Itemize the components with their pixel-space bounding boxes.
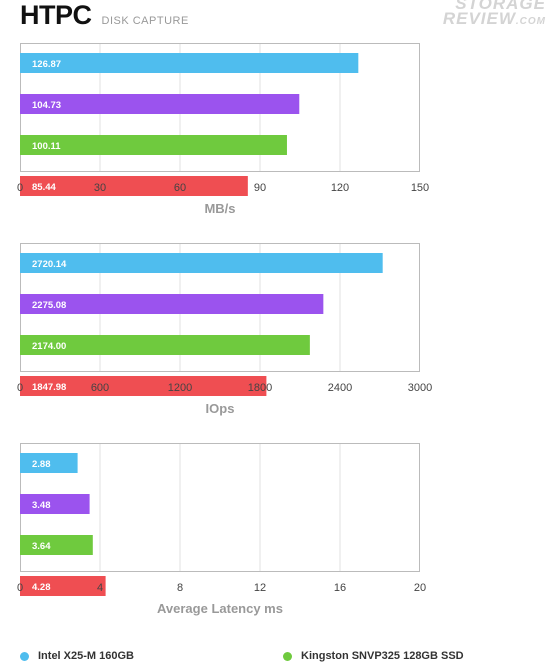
tick-label: 0 xyxy=(17,182,23,194)
bar-value-label: 3.48 xyxy=(32,500,51,511)
tick-label: 2400 xyxy=(328,382,352,394)
legend-item-intel: Intel X25-M 160GB xyxy=(20,650,134,662)
page-title: HTPC xyxy=(20,0,92,30)
bar xyxy=(20,453,78,473)
bar xyxy=(20,94,300,114)
watermark-line2: REVIEW xyxy=(442,9,516,28)
tick-label: 1200 xyxy=(168,382,192,394)
tick-label: 30 xyxy=(94,182,106,194)
bar xyxy=(20,335,310,355)
tick-label: 600 xyxy=(91,382,109,394)
legend-item-kingston: Kingston SNVP325 128GB SSD xyxy=(283,650,464,662)
bar xyxy=(20,376,267,396)
bar-value-label: 2275.08 xyxy=(32,300,66,311)
axis-label: IOps xyxy=(206,401,235,416)
page-subtitle: DISK CAPTURE xyxy=(101,15,189,27)
tick-label: 3000 xyxy=(408,382,432,394)
bar-value-label: 3.64 xyxy=(32,541,51,552)
tick-label: 150 xyxy=(411,182,429,194)
tick-label: 90 xyxy=(254,182,266,194)
tick-label: 12 xyxy=(254,582,266,594)
tick-label: 60 xyxy=(174,182,186,194)
axis-label: Average Latency ms xyxy=(157,601,283,616)
tick-label: 20 xyxy=(414,582,426,594)
bar xyxy=(20,494,90,514)
header: HTPC DISK CAPTURE xyxy=(20,0,189,34)
watermark-suffix: .COM xyxy=(515,16,546,27)
bar xyxy=(20,294,324,314)
legend-swatch-kingston xyxy=(283,651,292,661)
legend-swatch-intel xyxy=(20,651,29,661)
tick-label: 0 xyxy=(17,382,23,394)
watermark-line1: STORAGE xyxy=(455,0,546,13)
tick-label: 16 xyxy=(334,582,346,594)
legend-label-kingston: Kingston SNVP325 128GB SSD xyxy=(301,650,464,662)
legend-label-intel: Intel X25-M 160GB xyxy=(38,650,134,662)
bar-value-label: 100.11 xyxy=(32,141,61,152)
bar xyxy=(20,535,93,555)
bar-value-label: 126.87 xyxy=(32,59,61,70)
tick-label: 8 xyxy=(177,582,183,594)
watermark-logo: STORAGE REVIEW.COM xyxy=(443,0,546,29)
tick-label: 4 xyxy=(97,582,103,594)
bar-value-label: 2174.00 xyxy=(32,341,66,352)
bar xyxy=(20,576,106,596)
bar-value-label: 104.73 xyxy=(32,100,61,111)
legend: Intel X25-M 160GB Kingston SNVP325 128GB… xyxy=(0,650,560,663)
bar-value-label: 85.44 xyxy=(32,182,56,193)
bar-value-label: 4.28 xyxy=(32,582,51,593)
tick-label: 1800 xyxy=(248,382,272,394)
bar-value-label: 1847.98 xyxy=(32,382,66,393)
bar xyxy=(20,135,287,155)
tick-label: 120 xyxy=(331,182,349,194)
bar xyxy=(20,253,383,273)
bar xyxy=(20,176,248,196)
axis-label: MB/s xyxy=(204,201,235,216)
tick-label: 0 xyxy=(17,582,23,594)
bar-value-label: 2720.14 xyxy=(32,259,67,270)
bar xyxy=(20,53,359,73)
bar-value-label: 2.88 xyxy=(32,459,51,470)
